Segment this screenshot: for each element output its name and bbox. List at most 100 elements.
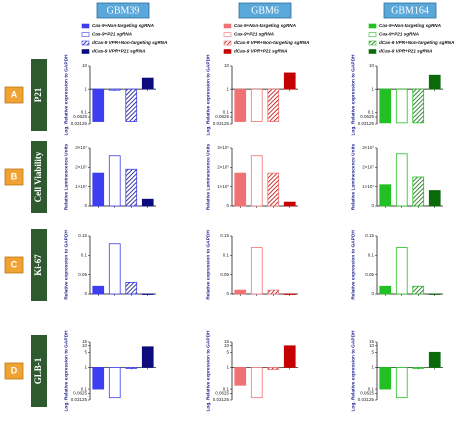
y-tick-label: 2×10⁷: [217, 165, 229, 170]
y-tick-label: 1: [226, 86, 229, 91]
y-tick-label: 0.0625: [360, 391, 374, 396]
y-axis-label: Relative expression to GAPDH: [63, 230, 69, 300]
bar: [250, 367, 263, 399]
row-label-box: [31, 335, 47, 407]
bar: [379, 285, 392, 295]
y-tick-label: 1: [226, 365, 229, 370]
y-tick-label: 1: [371, 365, 374, 370]
y-axis-label: Log. Relative expression to GAPDH: [205, 330, 211, 412]
bar: [283, 201, 296, 207]
bar: [234, 88, 247, 122]
y-tick-label: 0.03125: [213, 121, 230, 126]
row-label-box: [31, 59, 47, 131]
y-tick-label: 0.0625: [215, 391, 229, 396]
y-tick-label: 0.05: [365, 272, 374, 277]
bar: [92, 367, 105, 390]
row-letter: C: [11, 259, 18, 269]
legend-label: Cas-9+P21 sgRNA: [379, 32, 419, 37]
bar: [92, 172, 105, 207]
row-label: Cell Viability: [33, 151, 43, 202]
y-tick-label: 0.1: [368, 253, 375, 258]
legend-marker: [81, 49, 90, 54]
bar: [141, 198, 154, 207]
bar: [412, 176, 425, 207]
y-tick-label: 0.03125: [358, 397, 375, 402]
bar: [125, 88, 138, 122]
bar: [141, 77, 154, 90]
y-tick-label: 0.0625: [73, 391, 87, 396]
bar: [412, 367, 425, 369]
y-tick-label: 0.15: [365, 233, 374, 238]
legend-label: Cas-9+P21 sgRNA: [92, 32, 132, 37]
y-tick-label: 0.03125: [71, 397, 88, 402]
y-tick-label: 0.1: [368, 386, 375, 391]
bar: [428, 74, 441, 90]
legend-label: Cas-9+Non-targeting sgRNA: [379, 23, 441, 28]
y-tick-label: 10: [224, 63, 230, 68]
legend-marker: [223, 32, 232, 37]
bar: [108, 367, 121, 399]
y-tick-label: 0.1: [81, 109, 88, 114]
bar: [267, 88, 280, 122]
bar: [267, 367, 280, 370]
legend-label: dCas-9 VPR+Non-targeting sgRNA: [234, 40, 309, 45]
y-tick-label: 2×10⁷: [362, 165, 374, 170]
bar: [250, 88, 263, 122]
y-axis-label: Relative Luminescence Units: [350, 143, 356, 210]
y-tick-label: 0.1: [81, 253, 88, 258]
y-tick-label: 10: [224, 343, 230, 348]
y-axis-label: Log. Relative expression to GAPDH: [350, 54, 356, 136]
y-tick-label: 15: [82, 339, 88, 344]
y-tick-label: 0.1: [81, 386, 88, 391]
bar: [250, 247, 263, 295]
y-tick-label: 0.1: [368, 109, 375, 114]
bar: [92, 88, 105, 122]
y-axis-label: Log. Relative expression to GAPDH: [63, 330, 69, 412]
y-tick-label: 0.03125: [358, 121, 375, 126]
y-axis-label: Relative Luminescence Units: [63, 143, 69, 210]
bar: [428, 293, 441, 295]
y-tick-label: 0.0625: [73, 114, 87, 119]
y-tick-label: 0.0625: [360, 114, 374, 119]
y-tick-label: 0.03125: [71, 121, 88, 126]
bar: [141, 346, 154, 368]
legend-marker: [223, 23, 232, 29]
y-tick-label: 0.1: [223, 109, 230, 114]
legend-marker: [368, 49, 377, 54]
y-tick-label: 10: [82, 343, 88, 348]
bar: [283, 72, 296, 90]
bar: [283, 345, 296, 368]
column-header: GBM6: [251, 5, 279, 16]
bar: [125, 367, 138, 369]
y-tick-label: 1: [371, 86, 374, 91]
bar: [141, 293, 154, 295]
y-tick-label: 0.15: [78, 233, 87, 238]
legend-marker: [81, 23, 90, 29]
row-label-box: [31, 141, 47, 213]
y-tick-label: 15: [224, 339, 230, 344]
legend-label: Cas-9+P21 sgRNA: [234, 32, 274, 37]
bar: [234, 289, 247, 295]
row-letter-box: [4, 362, 24, 380]
row-letter-box: [4, 256, 24, 274]
y-tick-label: 5: [84, 350, 87, 355]
y-tick-label: 0: [84, 203, 87, 208]
bar: [379, 184, 392, 207]
bar: [267, 289, 280, 295]
bar: [428, 351, 441, 368]
row-label: Ki-67: [33, 254, 43, 276]
y-tick-label: 10: [82, 63, 88, 68]
bar: [234, 172, 247, 207]
row-letter: D: [11, 365, 18, 375]
row-letter: B: [11, 171, 18, 181]
column-header: GBM39: [107, 5, 140, 16]
bar: [267, 172, 280, 207]
legend-marker: [368, 23, 377, 29]
y-tick-label: 0: [84, 291, 87, 296]
legend-marker: [223, 40, 232, 46]
legend-label: Cas-9+Non-targeting sgRNA: [234, 23, 296, 28]
bar: [250, 155, 263, 207]
y-tick-label: 1: [84, 365, 87, 370]
bar: [395, 367, 408, 399]
